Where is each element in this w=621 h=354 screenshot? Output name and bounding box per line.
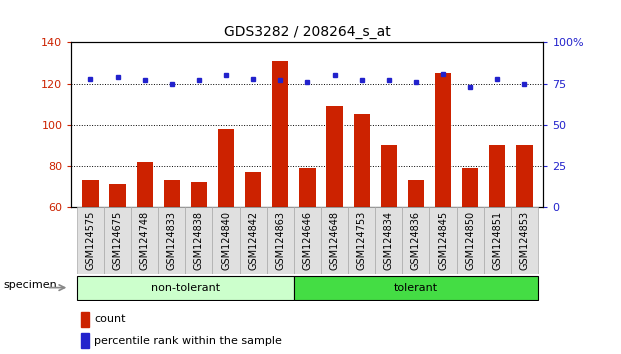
Bar: [272, 61, 288, 331]
Bar: [81, 312, 89, 327]
Bar: [408, 180, 424, 331]
Bar: [82, 180, 99, 331]
Text: GSM124646: GSM124646: [302, 211, 312, 270]
Bar: [484, 207, 511, 274]
Bar: [185, 207, 212, 274]
Bar: [245, 172, 261, 331]
Text: GSM124863: GSM124863: [275, 211, 285, 270]
Text: non-tolerant: non-tolerant: [151, 282, 220, 293]
Text: GSM124834: GSM124834: [384, 211, 394, 270]
Bar: [327, 106, 343, 331]
Bar: [158, 207, 185, 274]
Text: GSM124648: GSM124648: [330, 211, 340, 270]
Text: GSM124753: GSM124753: [356, 211, 366, 270]
Text: GSM124675: GSM124675: [112, 211, 122, 270]
Bar: [294, 207, 321, 274]
Text: count: count: [94, 314, 125, 325]
Text: GSM124836: GSM124836: [411, 211, 421, 270]
Text: GSM124838: GSM124838: [194, 211, 204, 270]
Bar: [77, 207, 104, 274]
Text: GSM124851: GSM124851: [492, 211, 502, 270]
Text: percentile rank within the sample: percentile rank within the sample: [94, 336, 282, 346]
Title: GDS3282 / 208264_s_at: GDS3282 / 208264_s_at: [224, 25, 391, 39]
Bar: [516, 145, 533, 331]
Bar: [77, 276, 294, 299]
Bar: [348, 207, 375, 274]
Text: GSM124845: GSM124845: [438, 211, 448, 270]
Text: specimen: specimen: [4, 280, 57, 290]
Text: GSM124833: GSM124833: [167, 211, 177, 270]
Bar: [104, 207, 131, 274]
Text: GSM124850: GSM124850: [465, 211, 475, 270]
Bar: [137, 162, 153, 331]
Bar: [402, 207, 430, 274]
Text: GSM124748: GSM124748: [140, 211, 150, 270]
Bar: [218, 129, 234, 331]
Bar: [381, 145, 397, 331]
Bar: [131, 207, 158, 274]
Bar: [109, 184, 125, 331]
Text: GSM124575: GSM124575: [86, 211, 96, 270]
Bar: [266, 207, 294, 274]
Bar: [212, 207, 240, 274]
Bar: [511, 207, 538, 274]
Bar: [489, 145, 505, 331]
Bar: [435, 73, 451, 331]
Bar: [430, 207, 456, 274]
Text: GSM124842: GSM124842: [248, 211, 258, 270]
Text: GSM124853: GSM124853: [519, 211, 529, 270]
Bar: [299, 168, 315, 331]
Bar: [294, 276, 538, 299]
Bar: [321, 207, 348, 274]
Bar: [81, 333, 89, 348]
Bar: [462, 168, 478, 331]
Bar: [164, 180, 180, 331]
Text: tolerant: tolerant: [394, 282, 438, 293]
Bar: [240, 207, 266, 274]
Bar: [375, 207, 402, 274]
Bar: [191, 182, 207, 331]
Text: GSM124840: GSM124840: [221, 211, 231, 270]
Bar: [456, 207, 484, 274]
Bar: [353, 114, 369, 331]
